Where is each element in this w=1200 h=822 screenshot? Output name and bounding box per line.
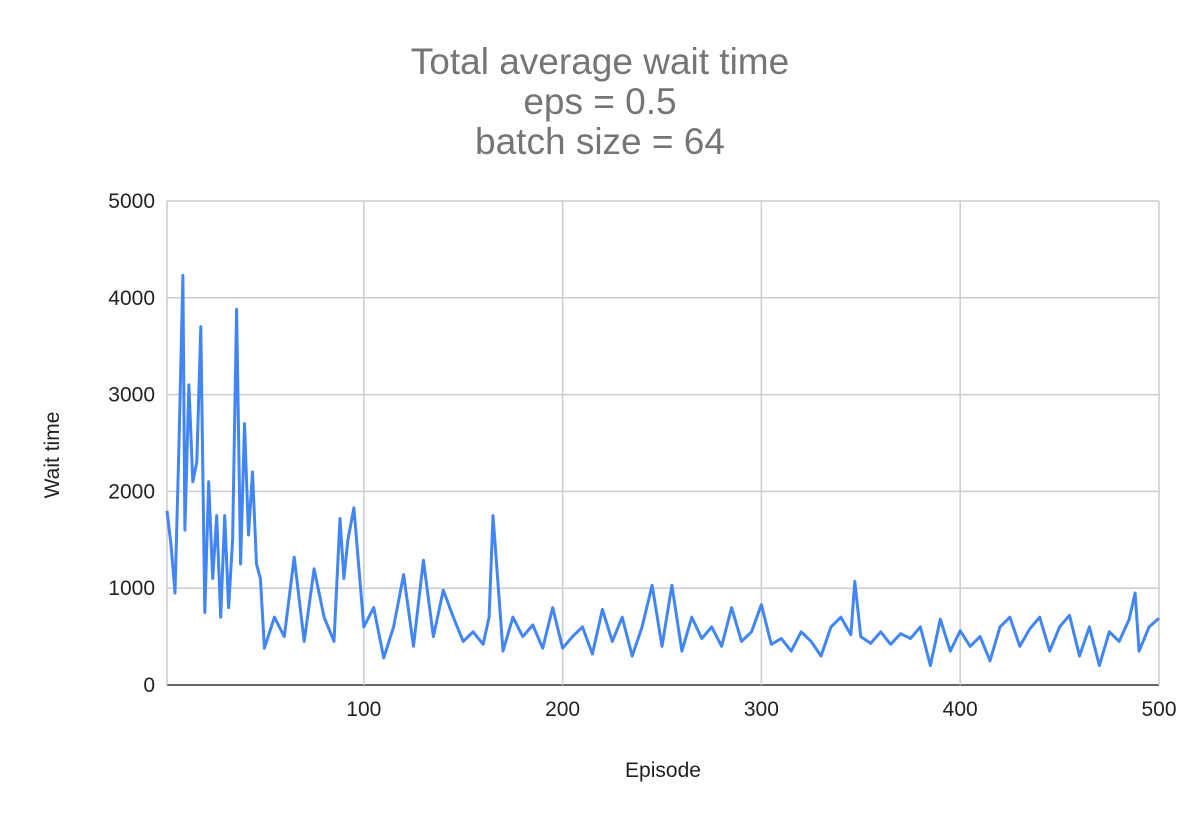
y-tick-label: 2000	[108, 480, 155, 503]
series-layer	[165, 274, 1160, 668]
x-tick-label: 300	[744, 698, 779, 721]
x-tick-label: 100	[346, 698, 381, 721]
y-tick-label: 0	[143, 674, 155, 697]
chart-title-line-1: Total average wait time	[411, 41, 789, 82]
x-tick-label: 500	[1141, 698, 1176, 721]
chart-title-line-2: eps = 0.5	[523, 81, 676, 122]
series-line	[165, 274, 1160, 668]
chart-title-line-3: batch size = 64	[475, 121, 725, 162]
gridlines	[166, 200, 1160, 686]
x-tick-label: 400	[943, 698, 978, 721]
y-tick-label: 4000	[108, 287, 155, 310]
y-tick-label: 5000	[108, 190, 155, 213]
y-axis-title: Wait time	[41, 412, 64, 499]
x-axis-title: Episode	[625, 759, 701, 782]
y-tick-label: 1000	[108, 577, 155, 600]
y-tick-label: 3000	[108, 384, 155, 407]
tick-labels: 0 1000 2000 3000 4000 5000 100 200 300 400 500	[108, 190, 1176, 721]
x-tick-label: 200	[545, 698, 580, 721]
